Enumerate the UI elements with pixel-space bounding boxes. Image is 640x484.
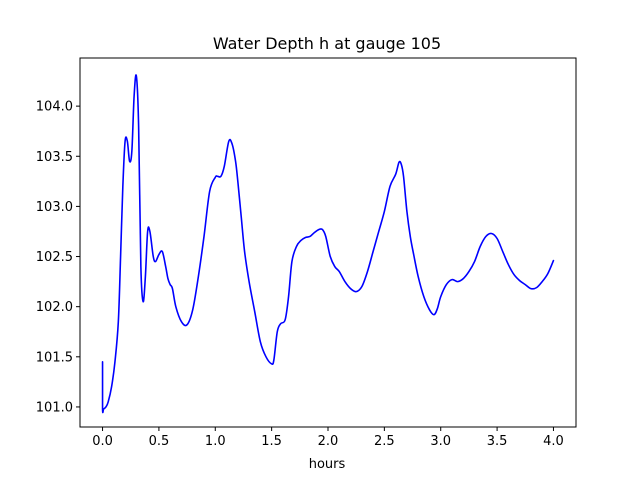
chart-title: Water Depth h at gauge 105 [213, 34, 441, 53]
y-tick-label: 103.5 [36, 150, 73, 165]
x-axis-title: hours [309, 457, 346, 472]
x-tick-label: 0.5 [149, 434, 170, 449]
x-tick-label: 4.0 [543, 434, 564, 449]
y-tick-label: 101.5 [36, 350, 73, 365]
x-tick-label: 3.5 [487, 434, 508, 449]
y-axis: 101.0 101.5 102.0 102.5 103.0 103.5 104.0 [36, 100, 80, 415]
x-tick-label: 0.0 [92, 434, 113, 449]
x-tick-label: 3.0 [430, 434, 451, 449]
x-tick-label: 2.0 [318, 434, 339, 449]
x-tick-label: 2.5 [374, 434, 395, 449]
x-axis: 0.0 0.5 1.0 1.5 2.0 2.5 3.0 3.5 4.0 [92, 427, 564, 449]
series-line-0 [101, 74, 555, 414]
y-tick-label: 102.5 [36, 250, 73, 265]
x-tick-label: 1.0 [205, 434, 226, 449]
x-tick-label: 1.5 [261, 434, 282, 449]
y-tick-label: 103.0 [36, 200, 73, 215]
series-layer [101, 74, 555, 414]
y-tick-label: 104.0 [36, 100, 73, 115]
y-tick-label: 101.0 [36, 400, 73, 415]
y-tick-label: 102.0 [36, 300, 73, 315]
